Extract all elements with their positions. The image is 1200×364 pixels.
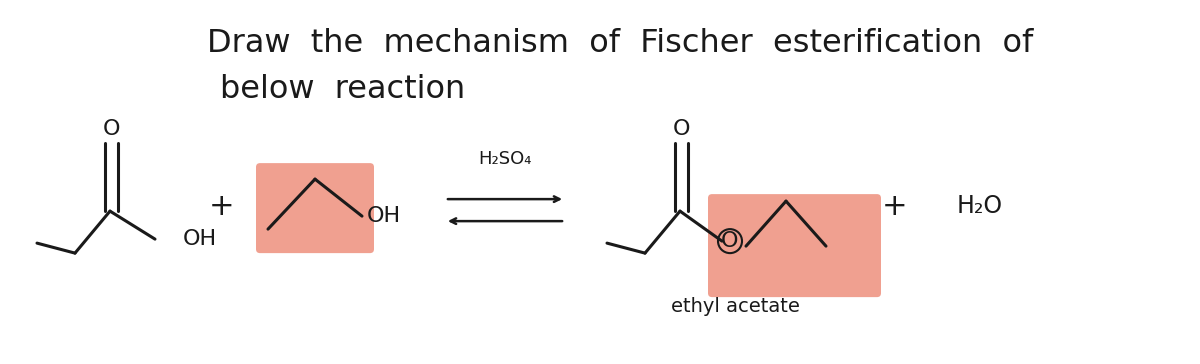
Text: Draw  the  mechanism  of  Fischer  esterification  of: Draw the mechanism of Fischer esterifica… [206,28,1033,59]
Text: OH: OH [367,206,401,226]
Text: +: + [882,191,908,221]
Text: O: O [672,119,690,139]
Text: OH: OH [182,229,217,249]
Text: +: + [209,191,235,221]
FancyBboxPatch shape [256,163,374,253]
Text: H₂O: H₂O [956,194,1003,218]
Text: O: O [721,231,739,251]
Text: H₂SO₄: H₂SO₄ [479,150,532,168]
Text: ethyl acetate: ethyl acetate [671,297,799,316]
FancyBboxPatch shape [708,194,881,297]
Text: below  reaction: below reaction [220,74,466,104]
Text: O: O [102,119,120,139]
